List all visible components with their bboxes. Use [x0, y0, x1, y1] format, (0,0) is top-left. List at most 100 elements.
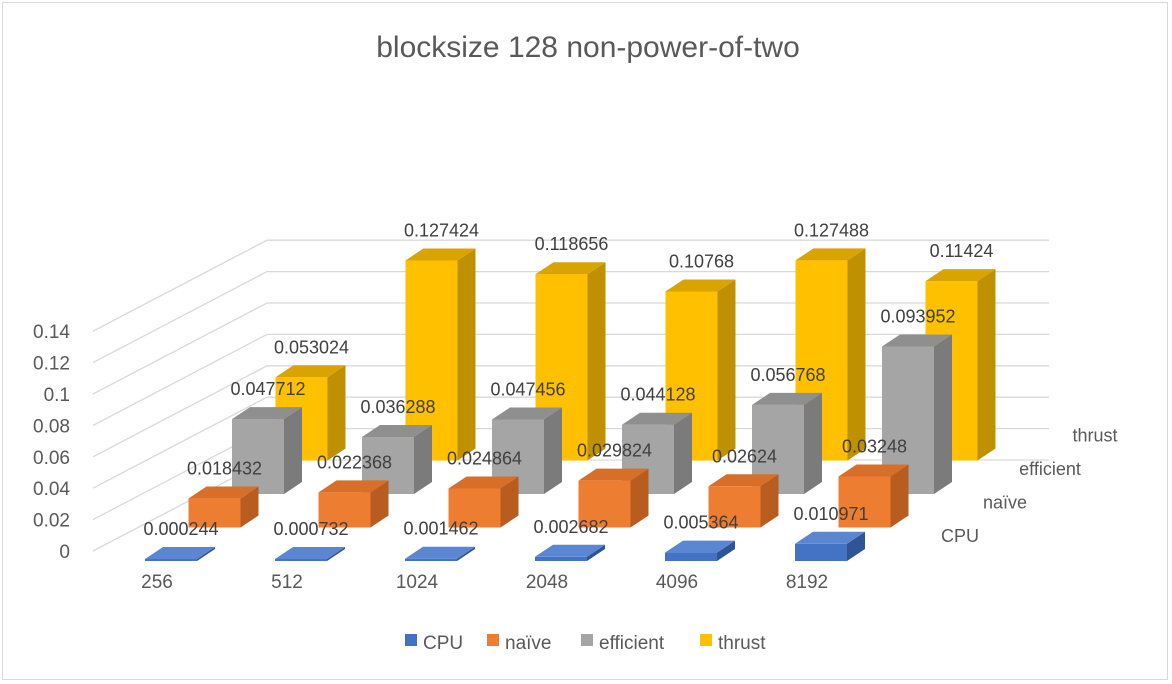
- bar-side: [804, 392, 822, 494]
- y-tick-label: 0.04: [33, 479, 70, 500]
- bar: [665, 540, 735, 561]
- data-label: 0.056768: [750, 365, 825, 385]
- bar-side: [717, 279, 736, 461]
- data-label: 0.024864: [447, 448, 522, 468]
- bar-side: [327, 365, 346, 461]
- gridline: [92, 270, 1049, 364]
- bar-side: [674, 412, 692, 494]
- legend-label: efficient: [599, 633, 665, 654]
- bar: [232, 407, 302, 494]
- y-tick-label: 0.12: [33, 354, 70, 375]
- data-label: 0.002682: [533, 517, 608, 537]
- series-depth-label: naïve: [983, 493, 1027, 513]
- y-tick-label: 0.02: [33, 511, 70, 532]
- data-label: 0.047456: [490, 379, 565, 399]
- bar-side: [760, 474, 779, 528]
- data-label: 0.036288: [360, 397, 435, 417]
- legend-item: thrust: [700, 633, 766, 654]
- series-depth-label: efficient: [1019, 459, 1081, 479]
- bar-top: [362, 425, 432, 438]
- legend: CPU naïve efficient thrust: [405, 633, 766, 654]
- bar-top: [405, 546, 475, 559]
- bar-side: [934, 334, 952, 494]
- bar-front: [665, 552, 717, 561]
- bar-top: [535, 544, 605, 557]
- bar-front: [708, 486, 761, 528]
- series-depth-label: thrust: [1072, 426, 1117, 446]
- bar: [838, 464, 909, 528]
- bar-front: [188, 498, 241, 528]
- bar-top: [708, 474, 779, 487]
- bar-side: [370, 480, 389, 528]
- bar-side: [717, 540, 735, 561]
- bar-side: [240, 486, 259, 528]
- legend-label: naïve: [505, 633, 551, 654]
- bar-front: [448, 488, 501, 528]
- x-tick-label: 256: [141, 572, 173, 593]
- bar-side: [544, 407, 562, 494]
- bar-front: [838, 476, 891, 528]
- bar: [578, 468, 649, 528]
- bar-front: [535, 556, 587, 561]
- data-label: 0.000732: [273, 519, 348, 539]
- bar-side: [414, 425, 432, 494]
- bar: [405, 546, 475, 561]
- y-tick-label: 0.14: [33, 322, 70, 343]
- legend-label: thrust: [718, 633, 766, 654]
- bar-front: [145, 559, 197, 561]
- bar-side: [890, 464, 909, 528]
- bar-top: [925, 269, 996, 282]
- data-label: 0.127424: [404, 220, 479, 240]
- gridline: [92, 239, 1049, 332]
- bar-side: [457, 546, 475, 561]
- bar-top: [795, 531, 865, 544]
- data-label: 0.018432: [187, 459, 262, 479]
- bar-side: [197, 547, 215, 561]
- data-label: 0.127488: [794, 220, 869, 240]
- bar-side: [587, 262, 606, 461]
- data-label: 0.047712: [230, 379, 305, 399]
- bar: [318, 480, 389, 528]
- bar: [535, 544, 605, 561]
- data-label: 0.022368: [317, 452, 392, 472]
- bar-side: [977, 269, 996, 461]
- data-label: 0.010971: [793, 504, 868, 524]
- bar-side: [457, 248, 476, 461]
- x-tick-label: 2048: [526, 572, 568, 593]
- bar: [708, 474, 779, 528]
- bar-top: [275, 547, 345, 559]
- data-label: 0.001462: [403, 519, 478, 539]
- bar: [188, 486, 259, 528]
- bar-side: [327, 547, 345, 561]
- y-tick-label: 0.06: [33, 448, 70, 469]
- series-depth-label: CPU: [941, 526, 979, 546]
- x-tick-label: 8192: [786, 572, 828, 593]
- bar-top: [535, 262, 606, 275]
- bar-front: [275, 559, 327, 561]
- bar-top: [318, 480, 389, 493]
- bar-top: [275, 365, 346, 378]
- data-label: 0.053024: [274, 337, 349, 357]
- y-axis-ticks: 0 0.02 0.04 0.06 0.08 0.1 0.12 0.14: [33, 322, 70, 563]
- bar-front: [232, 419, 284, 494]
- bar-side: [847, 248, 866, 461]
- gridline: [92, 333, 1049, 426]
- y-tick-label: 0.1: [44, 385, 70, 406]
- bar-side: [587, 544, 605, 561]
- bar-side: [847, 531, 865, 561]
- bar-top: [188, 486, 259, 499]
- bar-top: [232, 407, 302, 420]
- gridline: [92, 365, 1049, 458]
- legend-swatch: [581, 634, 593, 646]
- data-label: 0.005364: [663, 513, 738, 533]
- legend-item: naïve: [487, 633, 551, 654]
- legend-label: CPU: [423, 633, 463, 654]
- gridline: [92, 302, 1049, 395]
- data-label: 0.044128: [620, 385, 695, 405]
- bar-top: [838, 464, 909, 477]
- x-axis-ticks: 256 512 1024 2048 4096 8192: [141, 572, 828, 593]
- bar-top: [492, 407, 562, 420]
- bar-top: [795, 248, 866, 261]
- x-tick-label: 1024: [396, 572, 439, 593]
